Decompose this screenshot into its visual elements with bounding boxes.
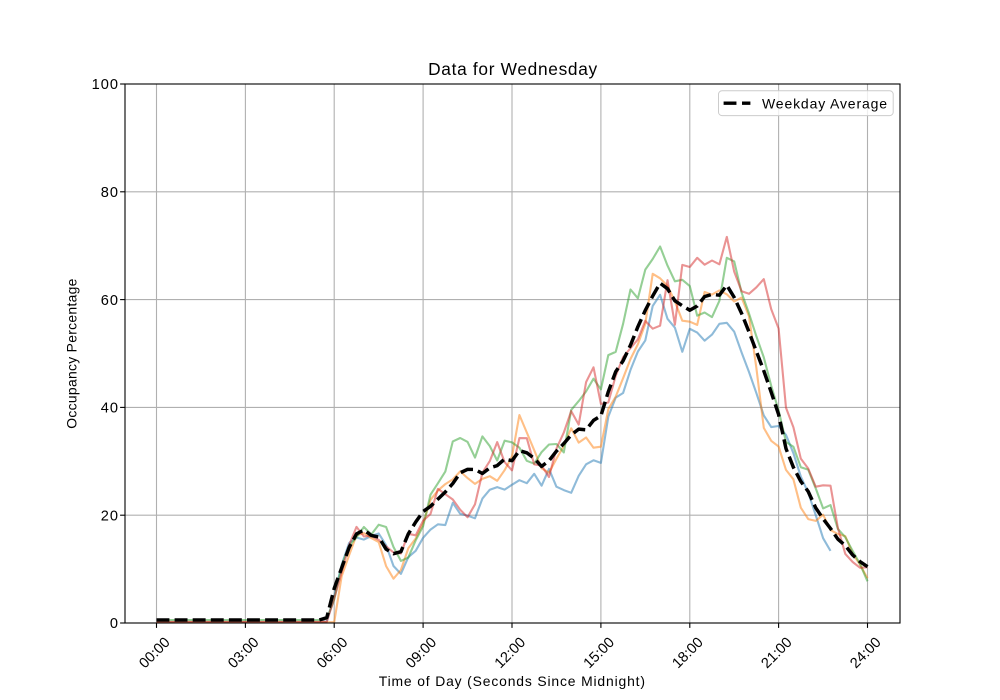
svg-text:Time of Day (Seconds Since Mid: Time of Day (Seconds Since Midnight) [379,673,646,689]
svg-text:Occupancy Percentage: Occupancy Percentage [64,278,80,428]
svg-text:80: 80 [101,185,119,201]
svg-text:60: 60 [101,293,119,309]
svg-text:0: 0 [110,616,119,632]
svg-text:20: 20 [101,508,119,524]
svg-text:Data for Wednesday: Data for Wednesday [428,59,598,79]
svg-text:Weekday Average: Weekday Average [762,95,888,111]
svg-text:40: 40 [101,401,119,417]
svg-text:100: 100 [92,77,119,93]
